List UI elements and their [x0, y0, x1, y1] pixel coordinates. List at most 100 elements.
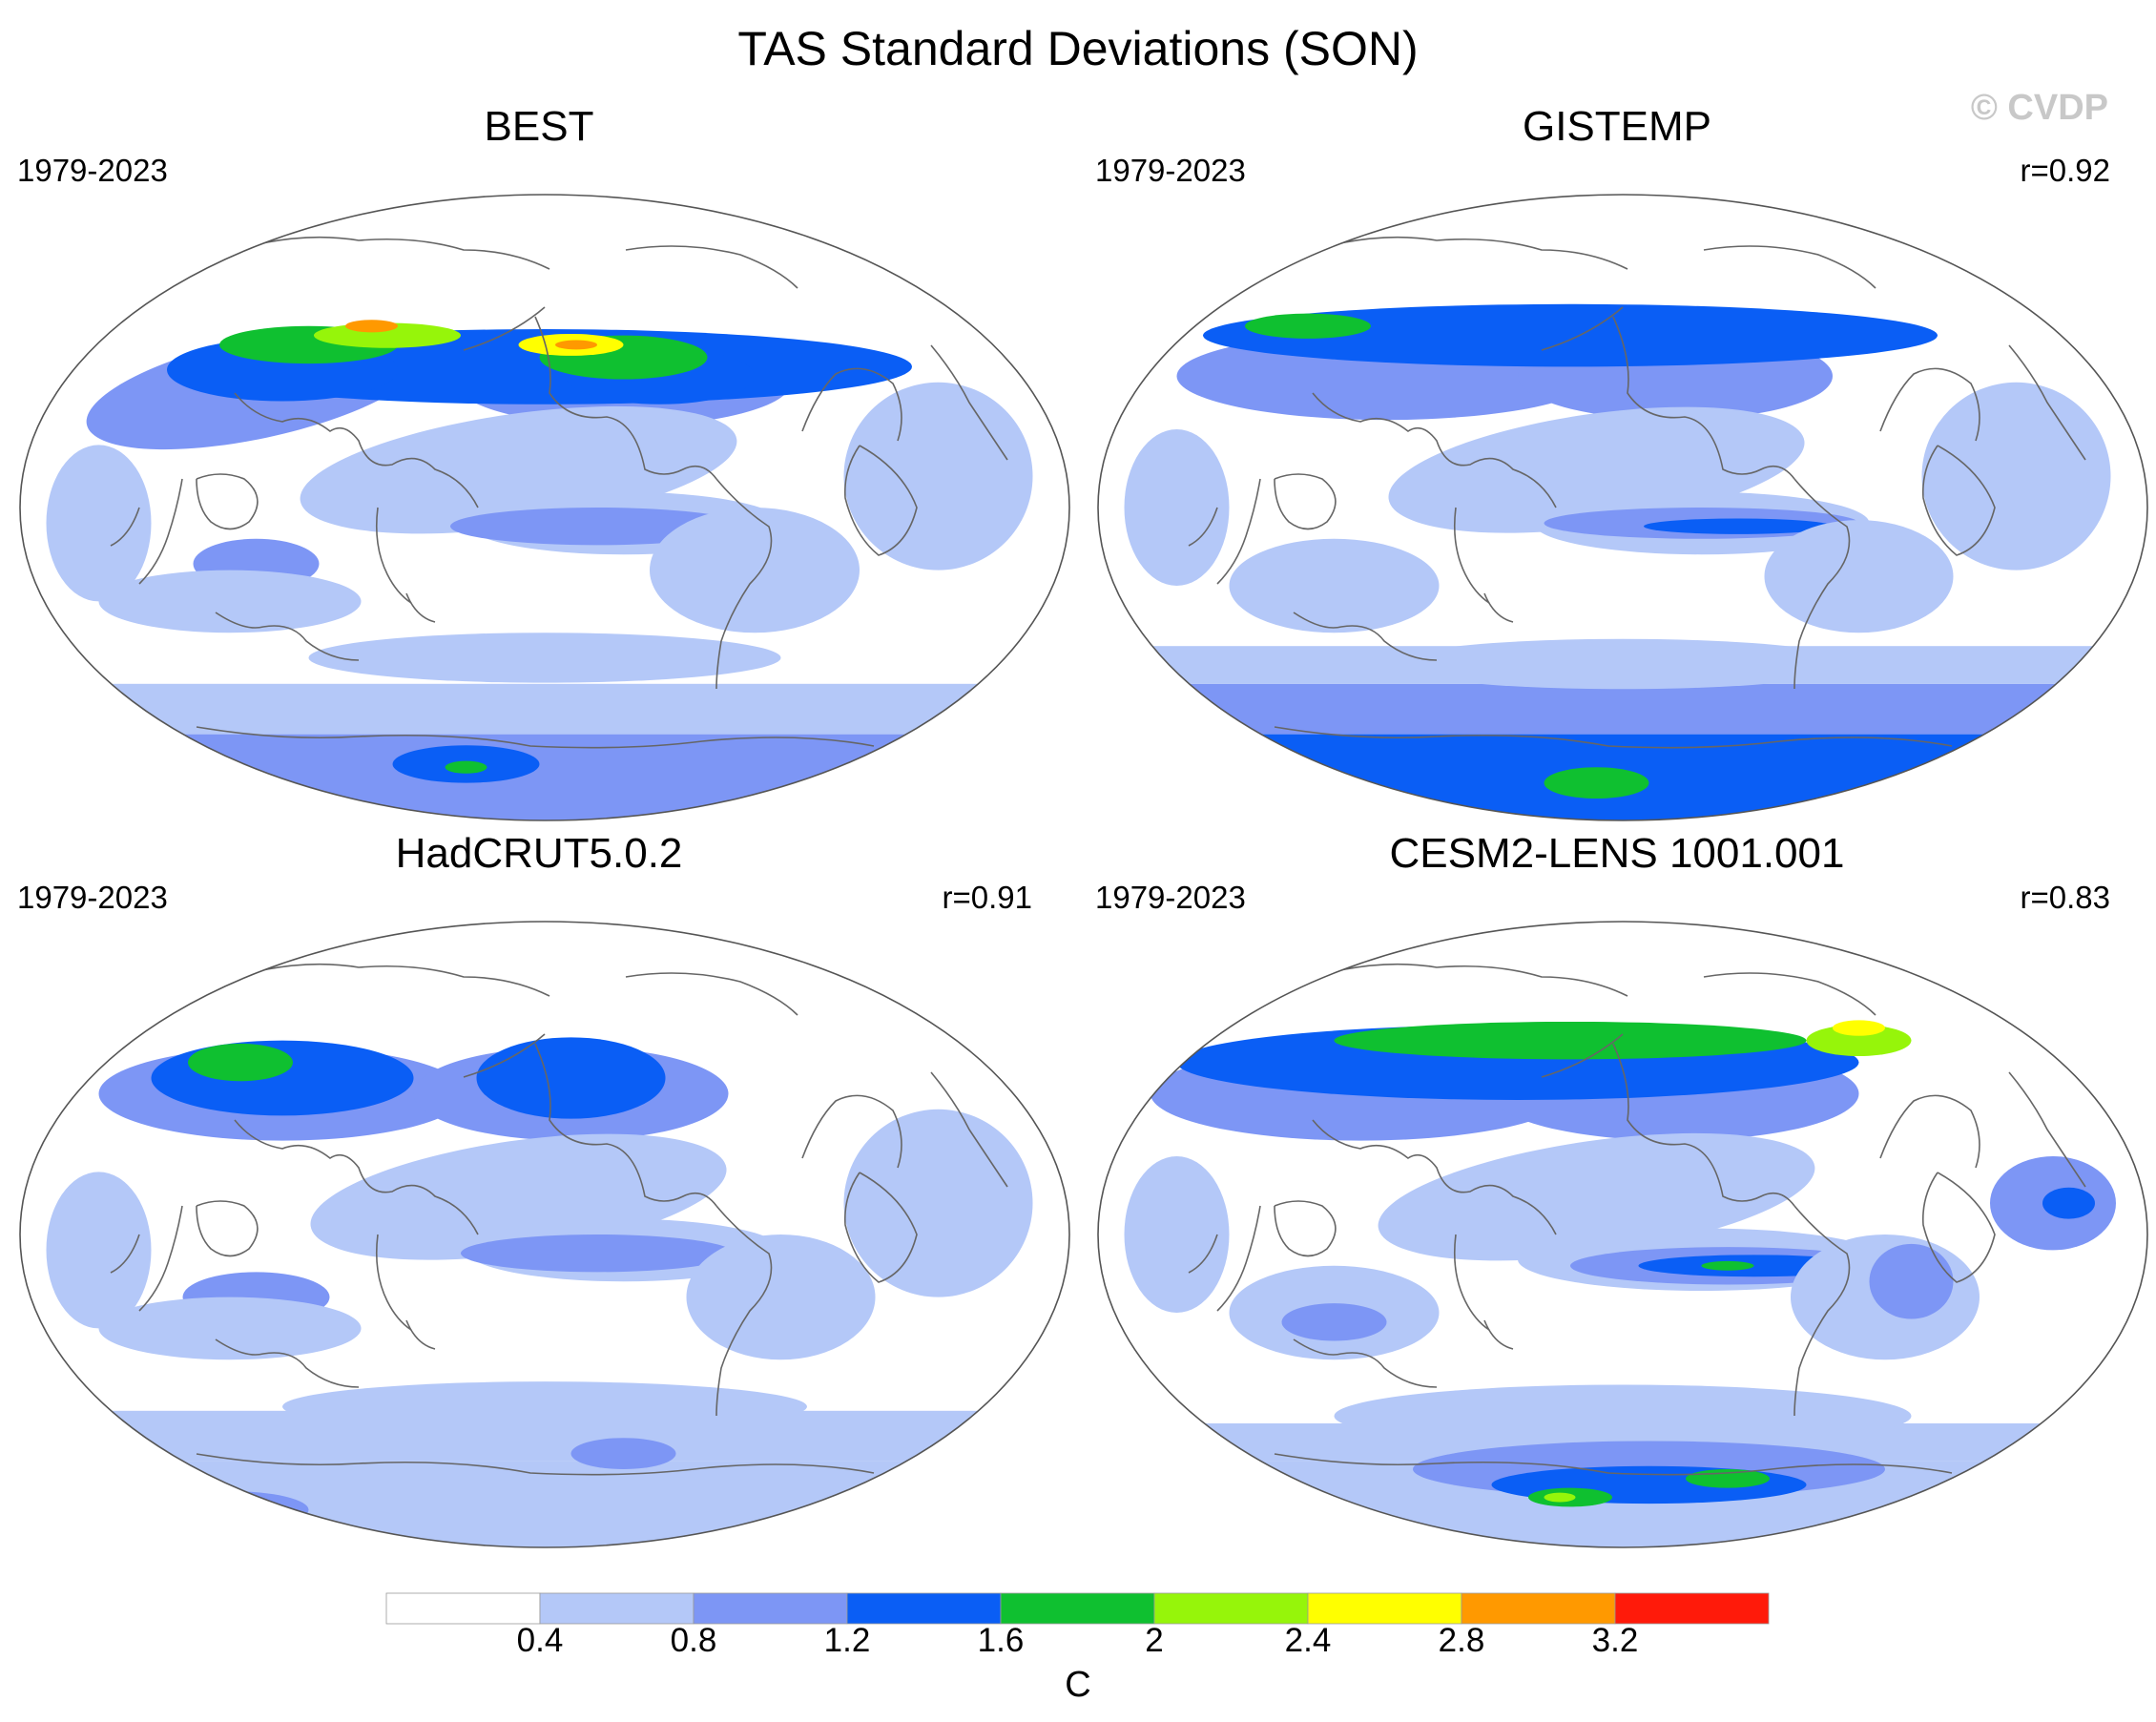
colorbar-tick-label: 2: [1145, 1622, 1164, 1659]
coastline: [1274, 726, 1953, 749]
coastline: [138, 1205, 183, 1312]
coastline: [534, 1043, 717, 1207]
colorbar-box: [1153, 1592, 1309, 1625]
colorbar-tick-label: 1.6: [977, 1622, 1025, 1659]
coastline: [1188, 1234, 1218, 1274]
contour-region: [46, 1172, 152, 1329]
contour-region: [1833, 1020, 1885, 1036]
contour-region: [1544, 1492, 1576, 1503]
map-field: [20, 195, 1069, 820]
coastline: [801, 1094, 902, 1169]
coastline: [1703, 245, 1876, 289]
contour-region: [1229, 538, 1440, 633]
colorbar-tick-label: 1.2: [823, 1622, 871, 1659]
contour-region: [46, 445, 152, 602]
panel-period: 1979-2023: [17, 880, 168, 915]
coastline: [1216, 478, 1261, 585]
coastline: [801, 367, 902, 442]
panel-title: BEST: [484, 103, 594, 150]
contour-region: [1544, 767, 1649, 799]
contour-region: [461, 1234, 734, 1273]
coastline: [1541, 306, 1624, 351]
map-field: [1098, 922, 2147, 1547]
panel-best: BEST 1979-2023: [0, 103, 1078, 828]
cvdp-watermark: © CVDP: [1970, 88, 2108, 128]
coastline: [843, 1172, 918, 1283]
colorbar-box: [1307, 1592, 1462, 1625]
map-best: [19, 194, 1070, 821]
colorbar-tick-label: 2.8: [1438, 1622, 1485, 1659]
contour-region: [308, 633, 781, 683]
contour-region: [1245, 313, 1371, 339]
coastline: [234, 963, 550, 997]
coastline: [1293, 612, 1438, 661]
map-field: [1098, 195, 2147, 820]
coastline: [1312, 963, 1628, 997]
coastline: [215, 612, 360, 661]
contour-region: [1124, 429, 1230, 586]
coastline: [2008, 344, 2086, 461]
colorbar-tick-label: 0.8: [670, 1622, 717, 1659]
coastline: [1793, 478, 1851, 690]
coastline: [196, 1200, 259, 1257]
contour-region: [1869, 1243, 1954, 1319]
panel-correlation: r=0.91: [942, 880, 1033, 915]
contour-region: [1334, 1021, 1807, 1060]
coastline: [463, 306, 546, 351]
panel-gistemp: GISTEMP 1979-2023 r=0.92: [1078, 103, 2156, 828]
coastline: [1293, 1338, 1438, 1388]
contour-region: [843, 1109, 1033, 1297]
coastline: [715, 478, 773, 690]
map-border: [1097, 194, 2148, 821]
coastline: [405, 592, 436, 623]
panel-period: 1979-2023: [17, 153, 168, 188]
coastline: [715, 1205, 773, 1417]
coastline: [1483, 592, 1514, 623]
panel-correlation: r=0.83: [2020, 880, 2111, 915]
coastline: [1312, 1119, 1557, 1235]
coastline: [1312, 236, 1628, 270]
coastline: [1312, 392, 1557, 508]
coastline: [1274, 1200, 1337, 1257]
coastline: [234, 392, 479, 508]
coastline: [1793, 1205, 1851, 1417]
polar-band: [1098, 683, 2147, 735]
panel-title: CESM2-LENS 1001.001: [1389, 830, 1845, 877]
coastline: [110, 507, 140, 547]
coastline: [234, 1119, 479, 1235]
colorbar-box: [1614, 1592, 1770, 1625]
coastline: [930, 1071, 1008, 1188]
colorbar-unit: C: [1065, 1665, 1091, 1705]
coastline: [1612, 1043, 1795, 1207]
contour-region: [345, 320, 398, 333]
contour-region: [282, 1381, 807, 1432]
contour-region: [555, 340, 597, 350]
map-hadcrut: [19, 921, 1070, 1548]
coastline: [196, 726, 875, 749]
map-field: [20, 922, 1069, 1547]
colorbar-box: [1461, 1592, 1616, 1625]
contour-region: [1686, 1469, 1770, 1488]
coastline: [1216, 1205, 1261, 1312]
contour-region: [98, 570, 362, 633]
panel-correlation: r=0.92: [2020, 153, 2111, 188]
colorbar-tick-label: 3.2: [1591, 1622, 1639, 1659]
contour-region: [1701, 1260, 1754, 1271]
coastline: [1274, 473, 1337, 530]
contour-region: [686, 1234, 876, 1360]
contour-region: [151, 1490, 309, 1529]
contour-region: [1281, 1303, 1387, 1341]
panel-title: GISTEMP: [1522, 103, 1712, 150]
contour-region: [98, 1297, 362, 1360]
coastline: [463, 1033, 546, 1078]
panel-hadcrut: HadCRUT5.0.2 1979-2023 r=0.91: [0, 830, 1078, 1555]
coastline: [196, 473, 259, 530]
contour-region: [843, 382, 1033, 571]
contour-region: [1764, 520, 1954, 633]
contour-region: [1124, 1156, 1230, 1313]
contour-region: [1921, 382, 2111, 571]
colorbar-tick-label: 0.4: [516, 1622, 564, 1659]
contour-region: [476, 1037, 666, 1119]
contour-region: [2042, 1187, 2095, 1219]
coastline: [196, 1453, 875, 1476]
